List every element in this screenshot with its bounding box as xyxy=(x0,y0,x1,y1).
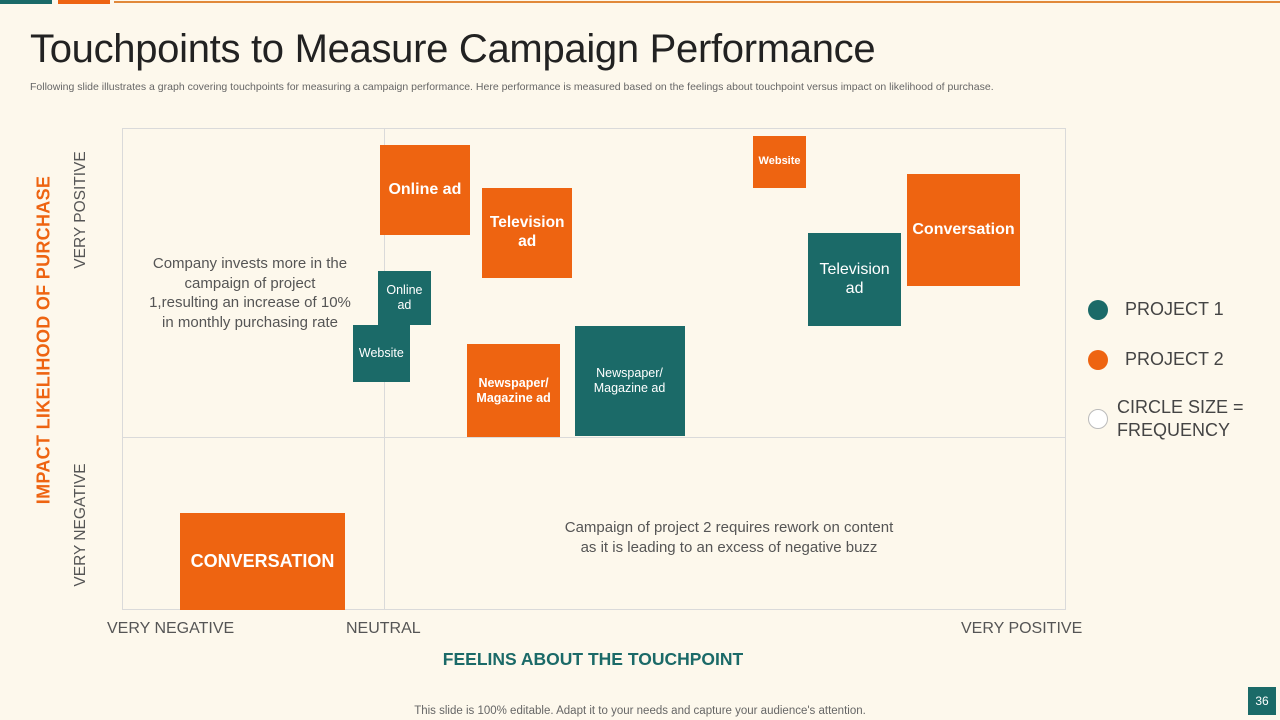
slide-title: Touchpoints to Measure Campaign Performa… xyxy=(30,27,876,71)
impact-divider-line xyxy=(122,437,1066,438)
annotation-project1-text: Company invests more in the campaign of … xyxy=(149,255,351,331)
x-tick-very-positive: VERY POSITIVE xyxy=(961,620,1083,637)
project2-website-mark: Website xyxy=(753,135,806,189)
project1-website-mark: Website xyxy=(352,324,410,383)
project1-online-ad-mark: Online ad xyxy=(377,271,432,325)
legend-project1-swatch xyxy=(1088,299,1108,320)
project2-conversation-mark: CONVERSATION xyxy=(180,513,345,610)
legend-project1-label: PROJECT 1 xyxy=(1125,299,1224,319)
top-accent-orange xyxy=(58,0,110,4)
top-accent-teal xyxy=(0,0,52,4)
top-accent-line xyxy=(114,1,1280,3)
project2-television-ad-mark: Television ad xyxy=(482,188,572,278)
annotation-project1: Company invests more in the campaign of … xyxy=(128,254,372,332)
y-tick-very-positive: VERY POSITIVE xyxy=(72,151,89,269)
page-number: 36 xyxy=(1248,687,1276,715)
legend-project1: PROJECT 1 xyxy=(1088,298,1224,321)
legend-project2: PROJECT 2 xyxy=(1088,348,1224,371)
x-tick-neutral: NEUTRAL xyxy=(346,620,421,637)
project1-television-ad-mark: Television ad xyxy=(807,232,902,327)
project1-newspaper-magazine-ad-mark: Newspaper/ Magazine ad xyxy=(574,326,685,437)
x-axis-title: FEELINS ABOUT THE TOUCHPOINT xyxy=(442,649,744,669)
project2-online-ad-mark: Online ad xyxy=(380,145,470,235)
legend-project2-label: PROJECT 2 xyxy=(1125,349,1224,369)
slide-subtitle: Following slide illustrates a graph cove… xyxy=(30,81,994,93)
y-axis-title: IMPACT LIKELIHOOD OF PURCHASE xyxy=(33,175,54,505)
annotation-project2: Campaign of project 2 requires rework on… xyxy=(510,518,948,557)
project2-newspaper-magazine-ad-mark: Newspaper/ Magazine ad xyxy=(467,344,561,438)
legend-project2-swatch xyxy=(1088,349,1108,370)
y-tick-very-negative: VERY NEGATIVE xyxy=(72,463,89,587)
legend-size-swatch xyxy=(1088,409,1108,429)
plot-area xyxy=(122,128,1066,610)
annotation-project2-text: Campaign of project 2 requires rework on… xyxy=(564,519,894,556)
x-tick-very-negative: VERY NEGATIVE xyxy=(107,620,235,637)
legend-size-label: CIRCLE SIZE = FREQUENCY xyxy=(1117,397,1244,440)
project2-conversation-mark: Conversation xyxy=(907,174,1020,286)
slide-footer: This slide is 100% editable. Adapt it to… xyxy=(414,705,866,717)
legend-size: CIRCLE SIZE = FREQUENCY xyxy=(1088,396,1257,442)
